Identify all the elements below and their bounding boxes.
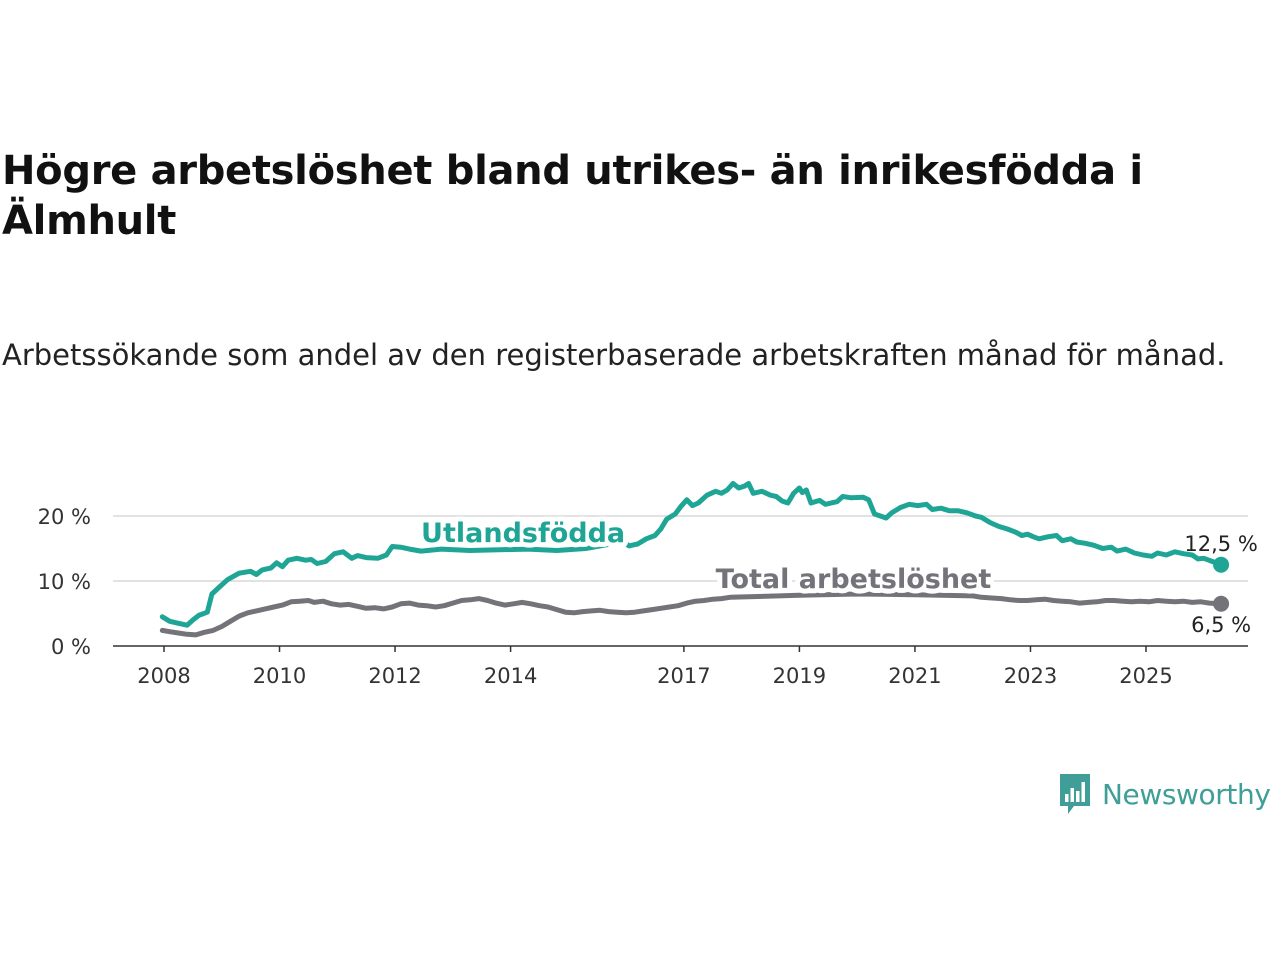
newsworthy-bar-chart-icon — [1060, 774, 1090, 814]
newsworthy-logo: Newsworthy — [1058, 772, 1271, 816]
series-label-halo: Utlandsfödda — [421, 518, 625, 549]
series-label-halo: Total arbetslöshet — [716, 564, 992, 595]
x-tick-label: 2021 — [888, 664, 941, 688]
y-tick-label: 10 % — [38, 570, 91, 594]
series-label: Utlandsfödda — [421, 518, 625, 549]
x-tick-label: 2012 — [368, 664, 421, 688]
y-tick-label: 20 % — [38, 505, 91, 529]
x-tick-label: 2019 — [773, 664, 826, 688]
end-value-label-utlandsfodda: 12,5 % — [1184, 532, 1257, 556]
x-tick-label: 2017 — [657, 664, 710, 688]
x-tick-label: 2025 — [1119, 664, 1172, 688]
x-tick-label: 2010 — [253, 664, 306, 688]
x-tick-label: 2014 — [484, 664, 537, 688]
line-chart: 0 % 10 % 20 % 2008 2010 2012 2014 2017 2019 2021 2… — [38, 481, 1258, 688]
series-lines — [159, 481, 1230, 638]
axes: 0 % 10 % 20 % 2008 2010 2012 2014 2017 2019 2021 2… — [38, 505, 1248, 688]
series-line-total — [159, 591, 1224, 638]
series-label: Total arbetslöshet — [716, 564, 992, 595]
series-end-point — [1213, 556, 1230, 573]
grid-lines — [113, 515, 1248, 582]
end-value-label-total: 6,5 % — [1191, 613, 1251, 637]
chart-subtitle: Arbetssökande som andel av den registerb… — [2, 338, 1226, 372]
series-line-utlandsfodda — [159, 481, 1224, 628]
newsworthy-logo-text: Newsworthy — [1102, 777, 1271, 811]
x-tick-label: 2023 — [1004, 664, 1057, 688]
x-tick-label: 2008 — [137, 664, 190, 688]
series-end-point — [1213, 595, 1230, 612]
chart-title: Högre arbetslöshet bland utrikes- än inr… — [2, 148, 1143, 244]
y-tick-label: 0 % — [51, 635, 91, 659]
